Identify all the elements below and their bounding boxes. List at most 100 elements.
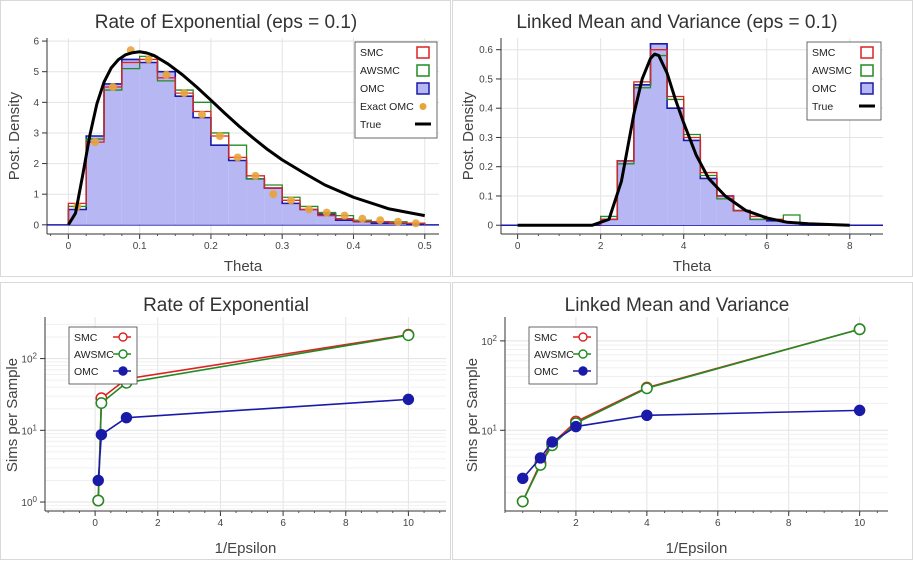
- legend-swatch-omc: [416, 82, 430, 95]
- y-tick-label: 5: [33, 67, 39, 78]
- x-tick-label: 6: [764, 241, 770, 252]
- x-tick-label: 4: [681, 241, 687, 252]
- exact-omc-point: [376, 216, 385, 225]
- marker-point: [92, 474, 104, 487]
- chart-title: Rate of Exponential (eps = 0.1): [95, 12, 357, 33]
- chart-linked-mean-variance-sims: 2 4 6 8 10 101 102 Linked Mean and Variance 1/Ep…: [464, 295, 888, 557]
- omc-bar: [617, 160, 634, 226]
- x-tick-label: 8: [786, 518, 792, 529]
- marker-point: [641, 409, 653, 422]
- x-tick-label: 2: [155, 518, 161, 529]
- omc-bar: [667, 108, 684, 226]
- series-smc-markers: [92, 328, 415, 507]
- legend-swatch-marker: [118, 366, 128, 376]
- omc-bar: [750, 219, 767, 226]
- legend: SMC AWSMC OMC: [68, 326, 138, 385]
- exact-omc-point: [340, 211, 349, 220]
- series-omc-markers: [92, 393, 415, 487]
- omc-bar: [157, 71, 176, 225]
- exact-omc-point: [233, 153, 242, 162]
- x-tick-label: 2: [598, 241, 604, 252]
- x-tick-label: 0.2: [204, 241, 218, 252]
- legend-label: AWSMC: [74, 349, 114, 361]
- x-axis-label: Theta: [224, 258, 263, 275]
- panel-linked-mean-variance-sims: 2 4 6 8 10 101 102 Linked Mean and Variance 1/Ep…: [452, 282, 913, 560]
- series-awsmc-markers: [92, 329, 415, 507]
- exact-omc-point: [269, 190, 278, 199]
- y-axis-label: Post. Density: [460, 91, 477, 180]
- marker-point: [402, 329, 415, 342]
- exact-omc-point: [304, 205, 313, 214]
- legend-swatch-smc: [416, 46, 430, 59]
- y-tick-label: 0.1: [479, 191, 493, 202]
- x-tick-label: 2: [573, 518, 579, 529]
- legend-swatch-marker: [118, 332, 128, 342]
- legend-swatch-awsmc: [416, 64, 430, 77]
- x-tick-label: 8: [343, 518, 349, 529]
- omc-bar: [733, 210, 751, 226]
- omc-bar: [282, 203, 301, 225]
- legend-swatch-smc: [860, 46, 874, 59]
- y-tick-label: 0: [487, 221, 493, 232]
- legend-swatch-marker: [578, 332, 588, 342]
- omc-bar: [650, 43, 668, 226]
- chart-title: Linked Mean and Variance: [565, 295, 790, 316]
- omc-bar: [68, 209, 87, 225]
- x-tick-label: 10: [854, 518, 866, 529]
- marker-point: [92, 494, 105, 507]
- omc-bar: [353, 221, 372, 225]
- y-tick-label: 0.3: [479, 133, 493, 144]
- exact-omc-point: [411, 219, 420, 228]
- omc-bar: [700, 178, 717, 226]
- x-tick-label: 0.4: [347, 241, 361, 252]
- series-omc-bars: [600, 43, 800, 226]
- x-tick-label: 6: [715, 518, 721, 529]
- chart-rate-of-exponential-posterior: 0 0.1 0.2 0.3 0.4 0.5 0 1 2 3 4 5 6 Rate of Exponenti…: [6, 12, 439, 275]
- legend: SMC AWSMC OMC Exact OMC True: [354, 41, 438, 139]
- legend-label: AWSMC: [534, 349, 574, 361]
- x-axis-label: 1/Epsilon: [666, 540, 728, 557]
- marker-point: [534, 452, 547, 464]
- panel-rate-of-exponential-sims: 0 2 4 6 8 10 100 101 102 Rate of Exponential 1/Eps…: [0, 282, 451, 560]
- legend-label: Exact OMC: [360, 101, 414, 113]
- y-tick-label: 102: [21, 352, 37, 366]
- legend-label: AWSMC: [360, 65, 400, 77]
- exact-omc-point: [394, 217, 403, 226]
- omc-bar: [716, 195, 734, 226]
- panel-rate-of-exponential-hist: 0 0.1 0.2 0.3 0.4 0.5 0 1 2 3 4 5 6 Rate of Exponenti…: [0, 0, 451, 277]
- legend-label: OMC: [74, 366, 99, 378]
- omc-bar: [264, 188, 283, 225]
- legend-swatch-omc: [860, 82, 874, 95]
- series-awsmc-line: [97, 334, 409, 501]
- x-tick-label: 0.3: [275, 241, 289, 252]
- omc-bar: [683, 140, 701, 226]
- legend-swatch-marker: [118, 349, 128, 359]
- exact-omc-point: [144, 55, 153, 64]
- legend-label: OMC: [534, 366, 559, 378]
- y-tick-label: 101: [481, 423, 497, 437]
- y-tick-label: 2: [33, 159, 39, 170]
- exact-omc-point: [287, 196, 296, 205]
- legend-label: True: [812, 101, 833, 113]
- omc-bar: [139, 62, 158, 225]
- omc-bar: [246, 178, 265, 225]
- marker-point: [516, 495, 529, 508]
- x-tick-label: 10: [403, 518, 415, 529]
- legend-swatch-awsmc: [860, 64, 874, 77]
- omc-bar: [300, 209, 318, 225]
- exact-omc-point: [91, 138, 100, 147]
- omc-bar: [633, 84, 651, 226]
- marker-point: [95, 428, 108, 441]
- exact-omc-point: [215, 132, 224, 140]
- series-exact-omc: [73, 46, 420, 228]
- y-tick-label: 100: [21, 495, 37, 509]
- legend-label: True: [360, 119, 381, 131]
- omc-bar: [193, 117, 211, 225]
- legend-label: SMC: [812, 47, 836, 59]
- chart-linked-mean-variance-posterior: 0 2 4 6 8 0 0.1 0.2 0.3 0.4 0.5 0.6 Linked Mean and …: [460, 12, 883, 275]
- exact-omc-point: [162, 70, 171, 79]
- exact-omc-point: [322, 208, 331, 217]
- panel-linked-mean-variance-hist: 0 2 4 6 8 0 0.1 0.2 0.3 0.4 0.5 0.6 Linked Mean and …: [452, 0, 913, 277]
- series-omc-bars: [68, 59, 425, 225]
- omc-bar: [317, 214, 336, 225]
